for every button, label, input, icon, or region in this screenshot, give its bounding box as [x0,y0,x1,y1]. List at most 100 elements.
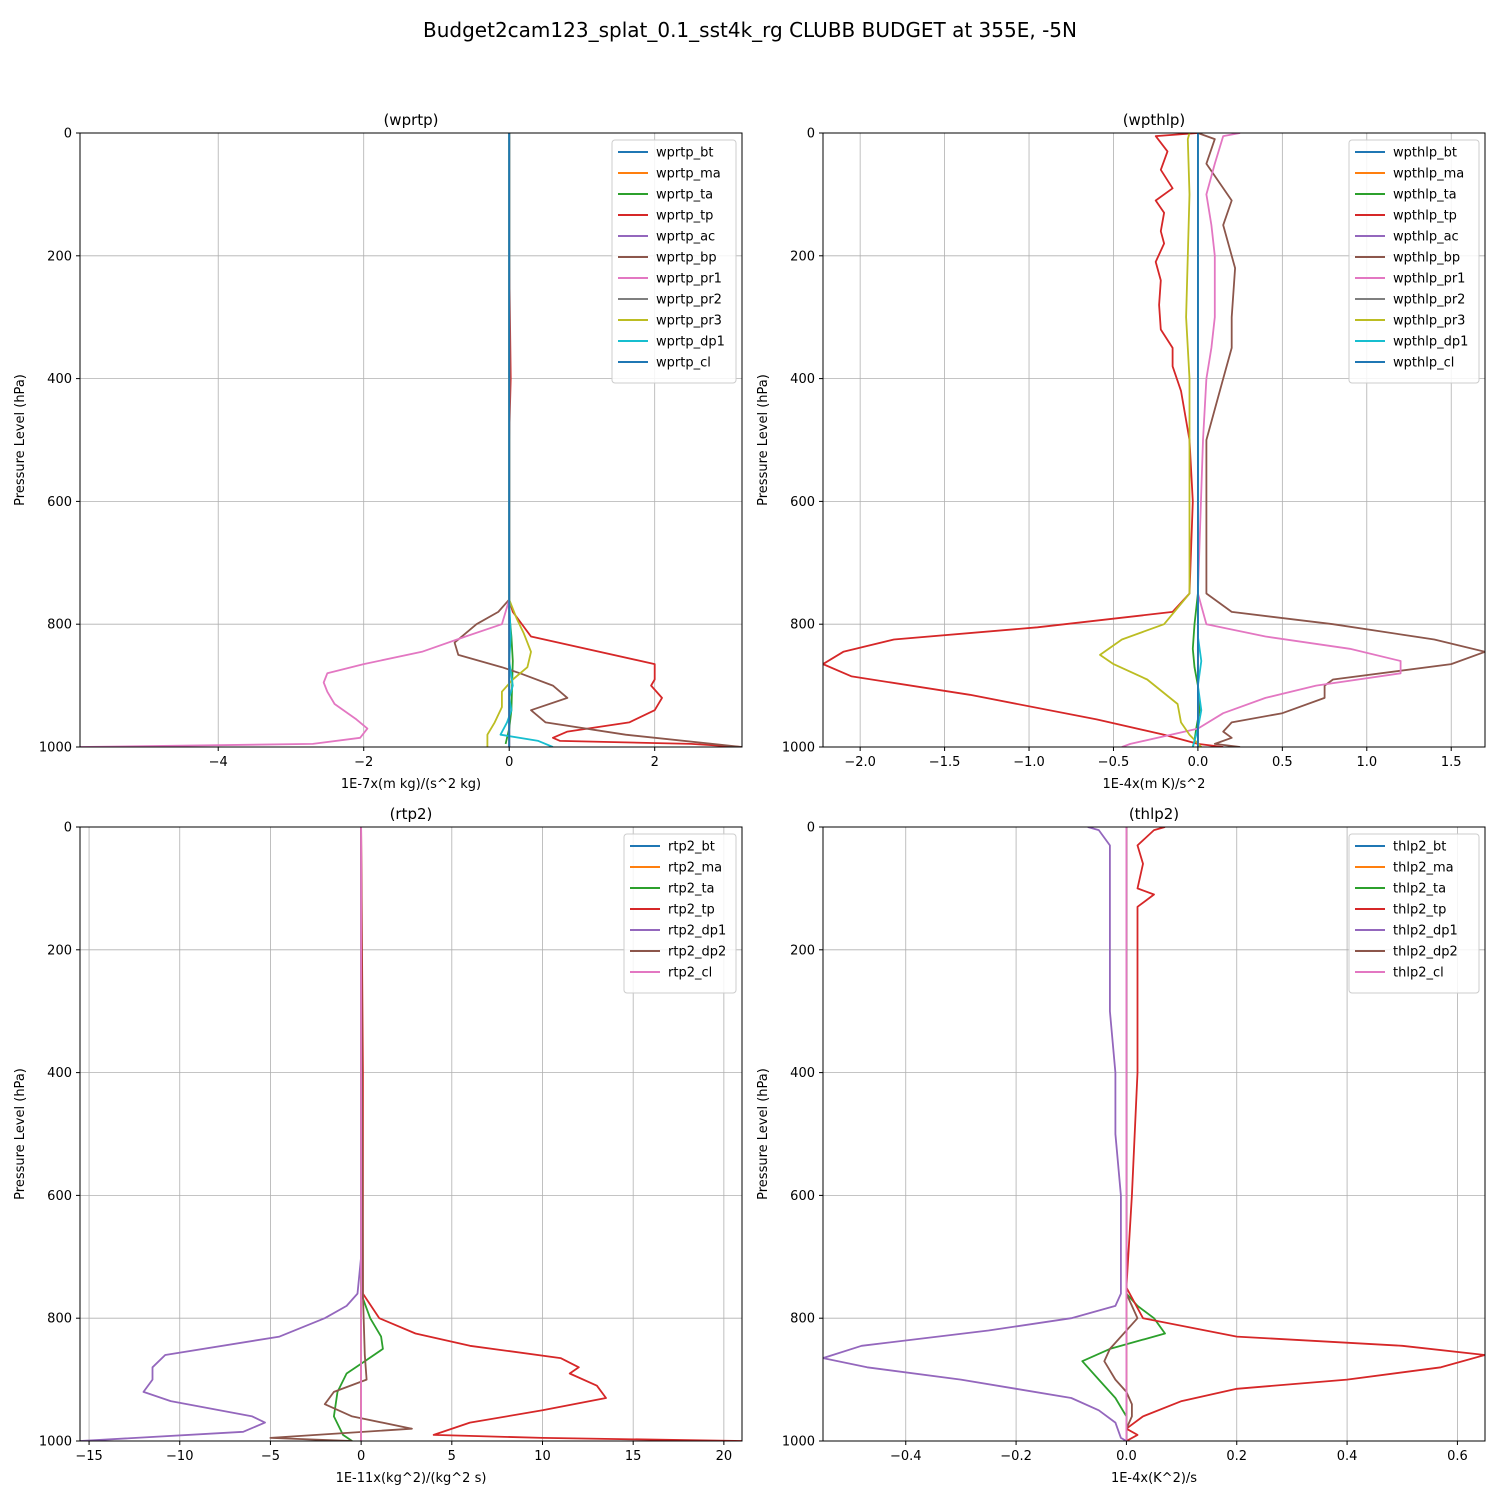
legend-label: rtp2_ma [668,861,722,876]
legend-label: thlp2_bt [1393,840,1446,855]
y-axis-label: Pressure Level (hPa) [13,374,28,506]
x-tick-label: −0.5 [1098,755,1130,770]
legend-label: thlp2_dp1 [1393,924,1458,939]
x-tick-label: 10 [534,1449,551,1464]
x-tick-label: −2 [354,755,373,770]
legend-label: wprtp_dp1 [656,335,725,350]
y-tick-label: 600 [790,1189,815,1204]
y-tick-label: 0 [807,821,815,836]
x-tick-label: 2 [651,755,659,770]
panel-title: (wprtp) [383,111,438,129]
x-tick-label: 0.4 [1337,1449,1358,1464]
y-tick-label: 800 [790,1312,815,1327]
legend-label: thlp2_tp [1393,903,1446,918]
legend-label: wpthlp_ta [1393,188,1457,203]
legend-label: rtp2_cl [668,966,712,981]
legend-label: wprtp_pr1 [656,272,722,287]
series-line-rtp2_ta [332,827,384,1441]
series-line-thlp2_ta [1081,827,1166,1441]
chart-panel-1: −4 −2 0 2 0 200 400 600 800 1000 (wprtp) 1E-7x(m kg… [13,111,743,792]
legend-label: wprtp_bt [656,146,713,161]
figure-title: Budget2cam123_splat_0.1_sst4k_rg CLUBB B… [423,18,1077,42]
x-axis-label: 1E-4x(m K)/s^2 [1103,777,1206,792]
x-tick-label: −5 [261,1449,280,1464]
x-tick-label: 0 [357,1449,365,1464]
legend: wpthlp_bt wpthlp_ma wpthlp_ta wpthlp_tpwpth… [1348,139,1480,384]
series-line-thlp2_dp2 [1103,827,1139,1441]
legend-box [1348,139,1480,384]
y-axis-label: Pressure Level (hPa) [756,1068,771,1200]
chart-panel-2: −2.0 −1.5 −1.0 −0.5 0.0 0.5 1.0 1.5 0 200 400 600 80… [756,111,1486,792]
legend-box [1348,833,1480,994]
x-tick-label: 0.2 [1226,1449,1247,1464]
y-tick-label: 600 [47,495,72,510]
x-tick-label: 1.5 [1441,755,1462,770]
legend-label: rtp2_dp1 [668,924,726,939]
y-tick-label: 1000 [782,741,815,756]
y-tick-label: 1000 [782,1435,815,1450]
legend-label: wpthlp_pr3 [1393,314,1465,329]
plot-frame [79,826,743,1442]
legend-label: wpthlp_cl [1393,356,1454,371]
legend-label: wpthlp_bt [1393,146,1457,161]
panel-title: (thlp2) [1129,805,1179,823]
y-tick-label: 800 [790,618,815,633]
x-tick-label: −4 [209,755,228,770]
legend-label: thlp2_ta [1393,882,1446,897]
legend-label: rtp2_ta [668,882,715,897]
legend-label: rtp2_bt [668,840,715,855]
x-tick-label: 0.0 [1116,1449,1137,1464]
series-line-rtp2_dp1 [80,827,363,1441]
y-tick-label: 0 [64,127,72,142]
y-tick-label: 200 [47,943,72,958]
legend-label: wprtp_ta [656,188,713,203]
legend-label: wpthlp_pr2 [1393,293,1465,308]
x-tick-label: −10 [166,1449,193,1464]
legend-label: rtp2_tp [668,903,715,918]
x-tick-label: −0.2 [1000,1449,1032,1464]
legend-label: wpthlp_pr1 [1393,272,1465,287]
y-tick-label: 400 [47,372,72,387]
series-line-rtp2_dp2 [269,827,413,1441]
y-tick-label: 200 [790,943,815,958]
legend: rtp2_bt rtp2_ma rtp2_ta rtp2_tp rtp2_dp1 rtp2… [623,833,737,994]
legend-label: rtp2_dp2 [668,945,726,960]
legend-label: thlp2_cl [1393,966,1444,981]
legend-label: wprtp_pr3 [656,314,722,329]
y-tick-label: 0 [807,127,815,142]
y-tick-label: 600 [47,1189,72,1204]
y-tick-label: 400 [47,1066,72,1081]
legend-label: wpthlp_tp [1393,209,1457,224]
y-tick-label: 400 [790,1066,815,1081]
plot-frame [79,132,743,748]
legend-label: wpthlp_ma [1393,167,1464,182]
x-axis-label: 1E-4x(K^2)/s [1111,1471,1197,1486]
series-line-thlp2_dp1 [823,827,1127,1441]
x-tick-label: −15 [75,1449,102,1464]
legend: wprtp_bt wprtp_ma wprtp_ta wprtp_tp wprtp_ac… [611,139,737,384]
legend-label: thlp2_dp2 [1393,945,1458,960]
x-tick-label: 15 [625,1449,642,1464]
legend-box [623,833,737,994]
x-tick-label: −0.4 [890,1449,922,1464]
chart-panel-4: −0.4 −0.2 0.0 0.2 0.4 0.6 0 200 400 600 800 1000 (th… [756,805,1486,1486]
legend-label: wprtp_pr2 [656,293,722,308]
x-tick-label: 20 [716,1449,733,1464]
series-line-wpthlp_tp [823,133,1224,747]
plot-frame [822,132,1486,748]
legend: thlp2_bt thlp2_ma thlp2_ta thlp2_tp thlp2_dp… [1348,833,1480,994]
legend-label: wprtp_ac [656,230,715,245]
x-tick-label: 1.0 [1356,755,1377,770]
y-axis-label: Pressure Level (hPa) [13,1068,28,1200]
y-tick-label: 800 [47,1312,72,1327]
series-line-wpthlp_pr3 [1099,133,1202,747]
y-tick-label: 1000 [39,741,72,756]
series-line-wprtp_pr3 [486,133,532,747]
x-tick-label: −1.0 [1013,755,1045,770]
y-tick-label: 400 [790,372,815,387]
x-tick-label: −1.5 [929,755,961,770]
series-line-wprtp_pr1 [80,133,511,747]
panel-title: (rtp2) [390,805,433,823]
panel-title: (wpthlp) [1123,111,1186,129]
